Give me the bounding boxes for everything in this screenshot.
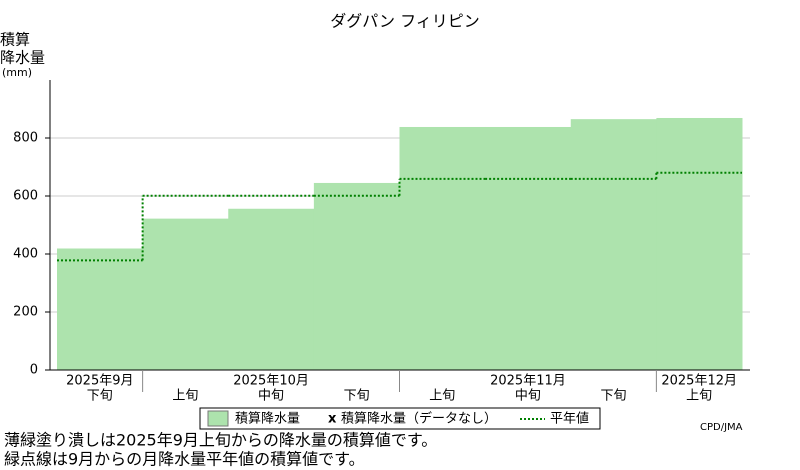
x-tick-label: 下旬 bbox=[87, 389, 113, 404]
legend-marker: x bbox=[328, 412, 337, 427]
legend-label: 積算降水量（データなし） bbox=[341, 411, 497, 427]
area-step bbox=[399, 126, 486, 370]
x-tick-label: 下旬 bbox=[344, 389, 370, 404]
chart-title: ダグパン フィリピン bbox=[330, 12, 480, 31]
x-tick-label: 中旬 bbox=[515, 389, 541, 404]
x-group-label: 2025年12月 bbox=[661, 374, 737, 389]
area-step bbox=[57, 248, 144, 370]
y-axis-label: 降水量 bbox=[0, 49, 45, 67]
legend-label: 平年値 bbox=[550, 411, 589, 427]
area-step bbox=[142, 218, 229, 370]
y-axis-label: 積算 bbox=[0, 31, 30, 49]
x-tick-label: 上旬 bbox=[172, 389, 198, 404]
x-group-label: 2025年10月 bbox=[233, 374, 309, 389]
y-tick-label: 200 bbox=[13, 305, 38, 320]
x-tick-label: 中旬 bbox=[258, 389, 284, 404]
legend bbox=[199, 407, 601, 430]
y-tick-label: 400 bbox=[13, 247, 38, 262]
note: 薄緑塗り潰しは2025年9月上旬からの降水量の積算値です。 bbox=[4, 431, 437, 450]
y-tick-label: 0 bbox=[30, 363, 38, 378]
credit: CPD/JMA bbox=[700, 422, 743, 433]
x-tick-label: 下旬 bbox=[601, 389, 627, 404]
area-step bbox=[656, 117, 743, 371]
note: 緑点線は9月からの月降水量平年値の積算値です。 bbox=[4, 450, 365, 469]
legend-swatch bbox=[207, 410, 229, 427]
area-step bbox=[570, 119, 657, 371]
area-step bbox=[228, 208, 315, 370]
y-axis-label: (mm) bbox=[2, 66, 32, 79]
area-step bbox=[485, 126, 572, 370]
legend-label: 積算降水量 bbox=[235, 412, 300, 427]
x-tick-label: 上旬 bbox=[429, 389, 455, 404]
x-tick-label: 上旬 bbox=[686, 389, 712, 404]
y-tick-label: 600 bbox=[13, 189, 38, 204]
y-tick-label: 800 bbox=[13, 131, 38, 146]
x-group-label: 2025年11月 bbox=[490, 374, 566, 389]
area-step bbox=[313, 182, 400, 370]
x-group-label: 2025年9月 bbox=[66, 374, 133, 389]
